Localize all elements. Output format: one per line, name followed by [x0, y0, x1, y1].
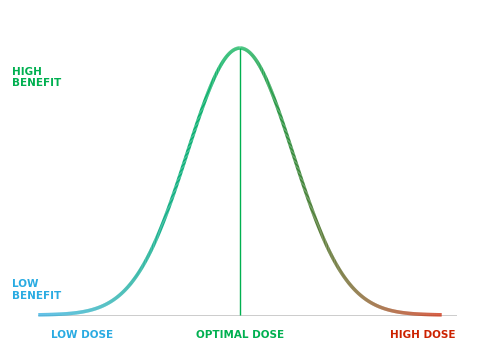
- Text: HIGH
BENEFIT: HIGH BENEFIT: [12, 67, 61, 88]
- Text: LOW DOSE: LOW DOSE: [50, 330, 113, 340]
- Text: HIGH DOSE: HIGH DOSE: [390, 330, 455, 340]
- Text: LOW
BENEFIT: LOW BENEFIT: [12, 279, 61, 301]
- Text: OPTIMAL DOSE: OPTIMAL DOSE: [196, 330, 284, 340]
